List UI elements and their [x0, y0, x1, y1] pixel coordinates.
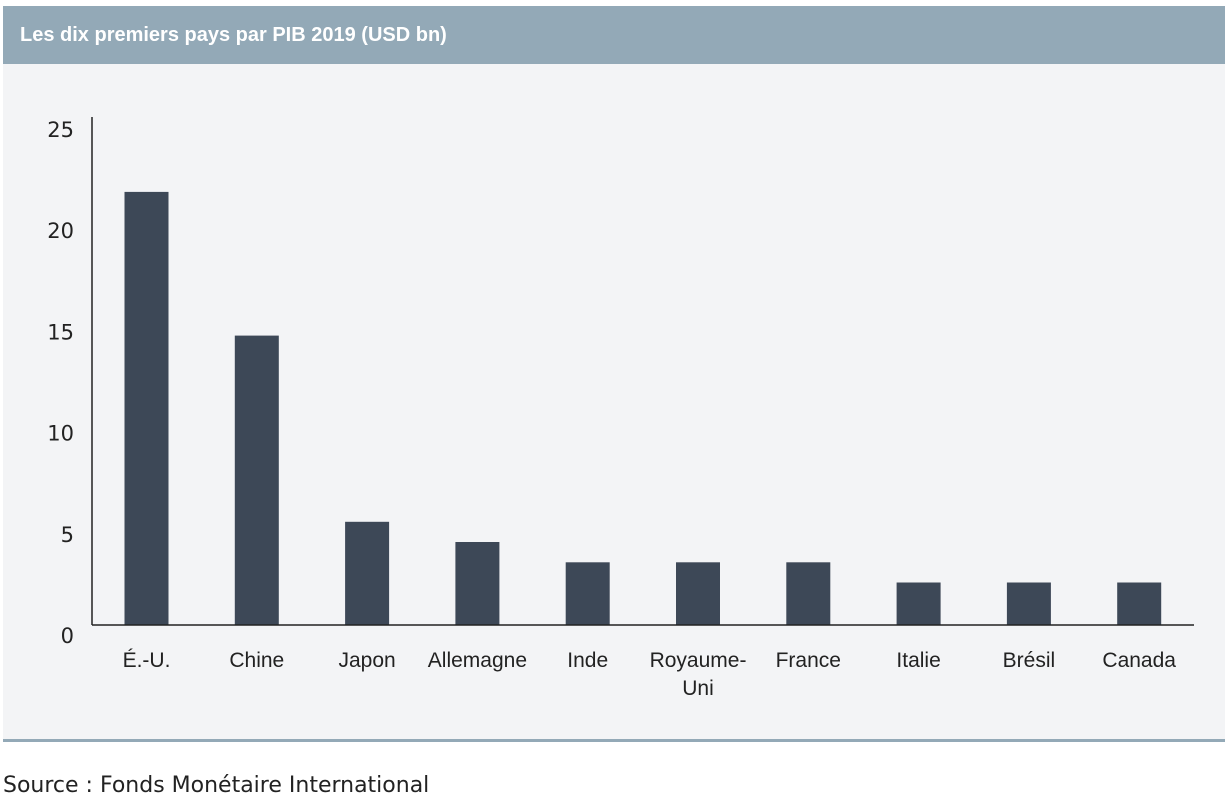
bar-4	[565, 562, 610, 625]
x-tick-label: Canada	[1102, 649, 1176, 672]
bar-7	[896, 582, 941, 625]
source-note: Source : Fonds Monétaire International	[3, 773, 430, 798]
bar-2	[345, 521, 390, 625]
x-tick-label: Chine	[229, 649, 284, 672]
bar-3	[455, 542, 500, 625]
chart-title: Les dix premiers pays par PIB 2019 (USD …	[20, 24, 447, 46]
bar-8	[1006, 582, 1051, 625]
x-tick-label: Italie	[896, 649, 940, 672]
bar-9	[1117, 582, 1162, 625]
bar-0	[124, 191, 169, 625]
x-tick-label: Inde	[567, 649, 608, 672]
y-tick-label: 15	[47, 320, 74, 344]
y-tick-label: 5	[61, 523, 74, 547]
bar-chart: 0 5 10 15 20 25 É.-U. Chine Japon Allemagne Inde Ro…	[47, 117, 1194, 700]
x-tick-label: Royaume-Uni	[650, 649, 747, 700]
x-tick-label: Allemagne	[428, 649, 527, 672]
chart-header: Les dix premiers pays par PIB 2019 (USD …	[3, 6, 1225, 64]
x-tick-label: Japon	[338, 649, 395, 672]
bar-1	[234, 335, 279, 625]
chart-panel: Les dix premiers pays par PIB 2019 (USD …	[3, 6, 1225, 742]
bar-5	[676, 562, 720, 625]
y-tick-label: 20	[47, 219, 74, 243]
bar-6	[786, 562, 831, 625]
x-tick-label: France	[776, 649, 841, 672]
y-tick-label: 0	[61, 624, 74, 648]
y-tick-label: 25	[47, 118, 74, 142]
x-tick-label: Brésil	[1003, 649, 1056, 672]
x-tick-label: É.-U.	[123, 649, 171, 672]
panel-bottom-rule	[3, 739, 1225, 742]
y-tick-label: 10	[47, 422, 74, 446]
